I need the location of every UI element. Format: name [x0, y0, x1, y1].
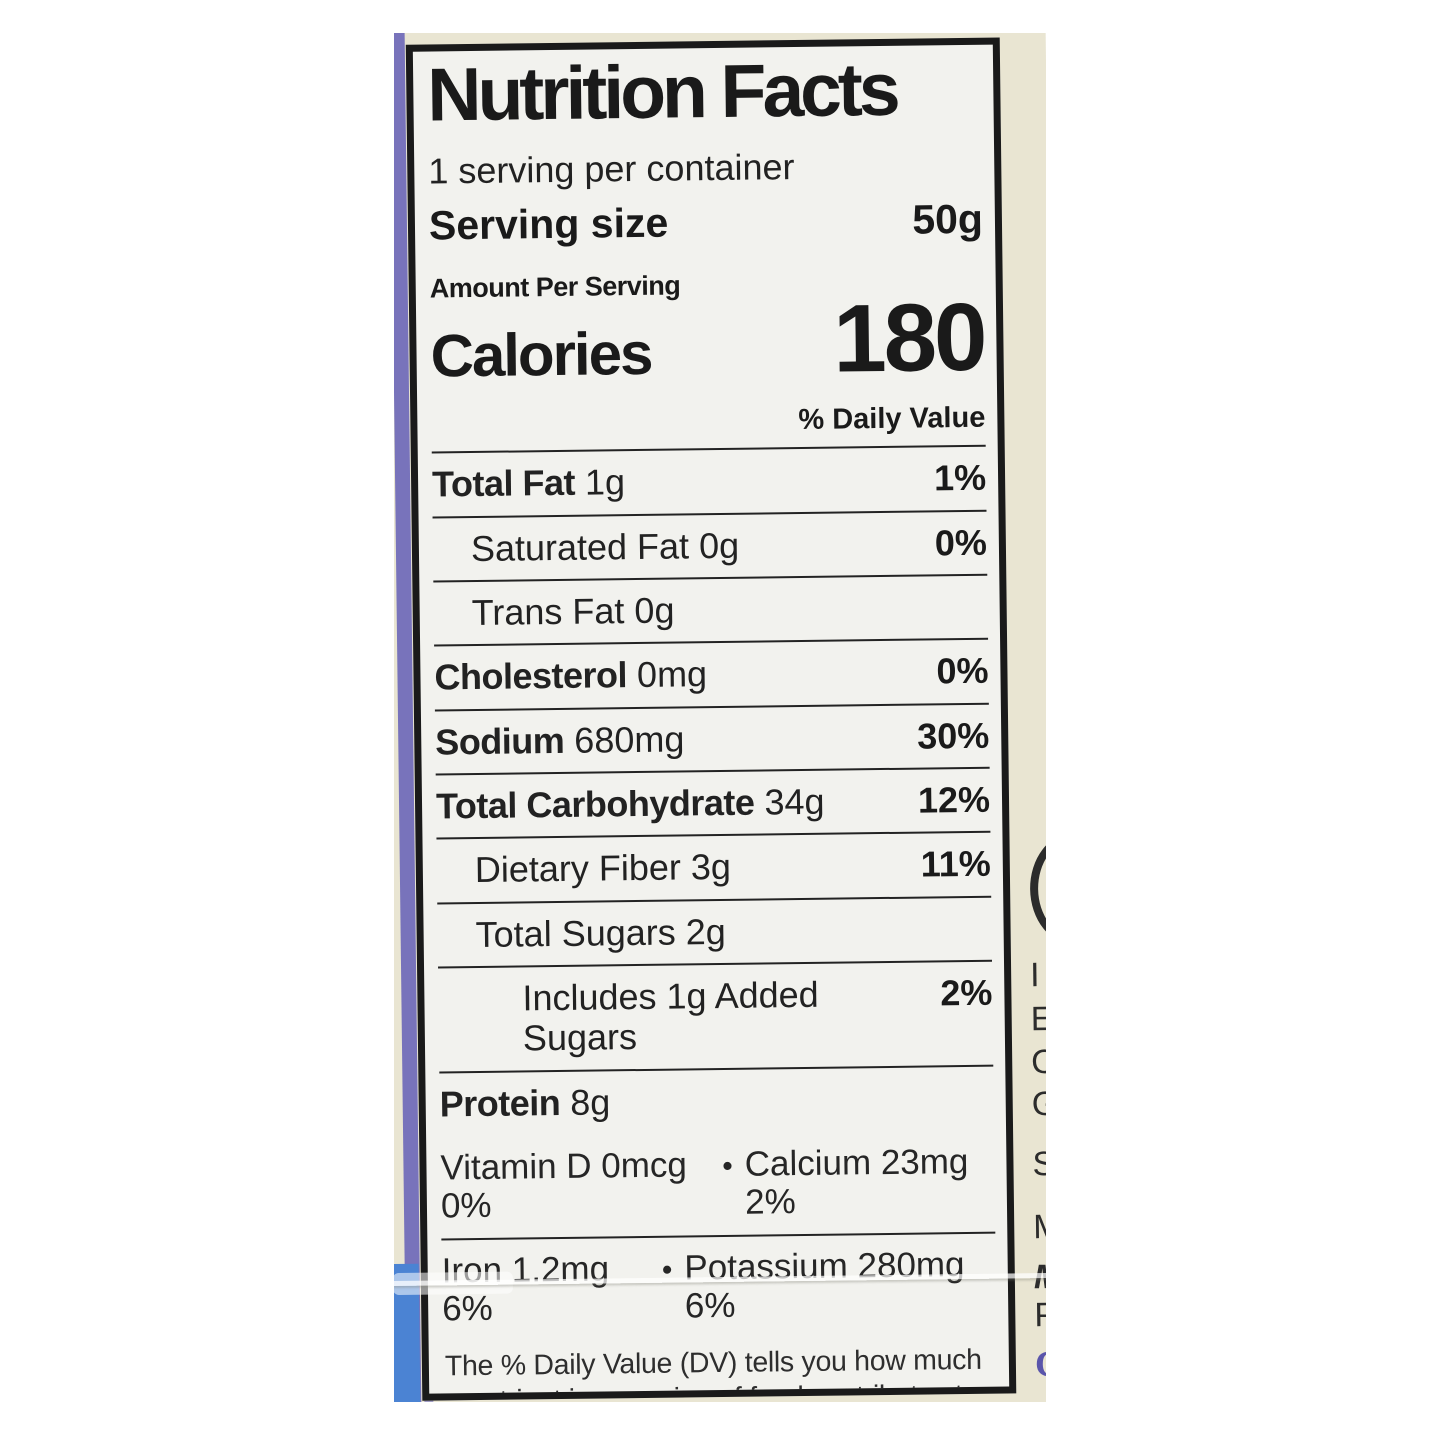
- nutrient-row: Total Sugars 2g: [437, 895, 992, 967]
- nutrient-daily-value: 0%: [936, 650, 989, 692]
- micronutrient-row: Vitamin D 0mcg 0% • Calcium 23mg 2%: [440, 1130, 995, 1238]
- ingredient-text-fragment: CI: [1034, 1343, 1046, 1386]
- kosher-circle-fragment: [1029, 832, 1046, 946]
- nutrient-name-amount: Dietary Fiber 3g: [474, 846, 732, 891]
- ingredient-text-fragment: P.O: [1034, 1295, 1046, 1335]
- nutrient-daily-value: 0%: [934, 521, 988, 564]
- nutrient-row: Total Fat 1g 1%: [431, 445, 987, 517]
- daily-value-header: % Daily Value: [798, 402, 986, 437]
- nutrient-row: Dietary Fiber 3g 11%: [436, 830, 992, 903]
- micronutrient-right: Calcium 23mg 2%: [744, 1141, 969, 1223]
- nutrient-row: Cholesterol 0mg 0%: [434, 638, 989, 710]
- ingredient-text-fragment: SH: [1032, 1144, 1046, 1184]
- ingredient-text-fragment: MA: [1033, 1207, 1046, 1247]
- calories-row: Calories 180: [430, 283, 986, 393]
- serving-size-label: Serving size: [428, 199, 669, 249]
- nutrient-name-amount: Total Sugars 2g: [475, 910, 727, 955]
- nutrient-daily-value: 12%: [917, 778, 991, 821]
- section-bar-top: [425, 256, 988, 264]
- nutrient-name-amount: Trans Fat 0g: [471, 589, 675, 634]
- ingredient-text-fragment: E: [1030, 999, 1046, 1039]
- nutrient-daily-value: 30%: [916, 714, 990, 757]
- micronutrient-right: Potassium 280mg 6%: [684, 1244, 965, 1326]
- nutrient-name-amount: Includes 1g Added Sugars: [522, 973, 819, 1059]
- nutrient-row: Sodium 680mg 30%: [434, 702, 990, 774]
- serving-size-value: 50g: [911, 195, 984, 243]
- nutrient-name-amount: Total Carbohydrate 34g: [435, 780, 825, 827]
- nutrient-name-amount: Sodium 680mg: [435, 718, 685, 763]
- nutrient-daily-value: 11%: [920, 842, 992, 885]
- nutrient-row: Protein 8g: [439, 1064, 995, 1136]
- ingredient-text-fragment: I: [1029, 956, 1040, 995]
- ingredient-text-fragment: O: [1031, 1042, 1046, 1082]
- calories-label: Calories: [430, 320, 652, 390]
- nutrient-name-amount: Protein 8g: [439, 1080, 611, 1124]
- micronutrient-row: Iron 1.2mg 6% • Potassium 280mg 6%: [441, 1231, 997, 1342]
- nutrient-name-amount: Cholesterol 0mg: [434, 653, 708, 698]
- calories-value: 180: [832, 283, 986, 393]
- label-title: Nutrition Facts: [426, 46, 898, 137]
- product-bag: Nutrition Facts 1 serving per container …: [394, 33, 1046, 1402]
- ingredients-panel-edge: I E O G SH MA MA P.O CI: [1016, 33, 1046, 1402]
- nutrient-row: Trans Fat 0g: [433, 573, 989, 645]
- nutrient-row: Total Carbohydrate 34g 12%: [435, 766, 991, 838]
- nutrient-daily-value: 1%: [933, 457, 987, 499]
- nutrient-table: Total Fat 1g 1% Saturated Fat 0g 0% Trans Fa…: [431, 445, 995, 1136]
- nutrient-name-amount: Total Fat 1g: [431, 461, 626, 505]
- nutrition-facts-label: Nutrition Facts 1 serving per container …: [405, 37, 1017, 1401]
- micronutrient-left: Vitamin D 0mcg 0%: [440, 1145, 688, 1226]
- nutrient-row: Includes 1g Added Sugars 2%: [438, 959, 994, 1071]
- daily-value-footnote: The % Daily Value (DV) tells you how muc…: [444, 1343, 982, 1401]
- ingredient-text-fragment: G: [1031, 1084, 1046, 1124]
- nutrient-name-amount: Saturated Fat 0g: [470, 524, 740, 569]
- nutrient-daily-value: 2%: [940, 971, 993, 1014]
- serving-size-row: Serving size 50g: [429, 196, 984, 250]
- servings-per-container: 1 serving per container: [428, 146, 795, 192]
- product-photo: Nutrition Facts 1 serving per container …: [394, 33, 1046, 1402]
- bullet-separator: •: [722, 1149, 733, 1183]
- micronutrient-table: Vitamin D 0mcg 0% • Calcium 23mg 2% Iron 1.…: [440, 1130, 997, 1342]
- nutrient-row: Saturated Fat 0g 0%: [432, 509, 988, 581]
